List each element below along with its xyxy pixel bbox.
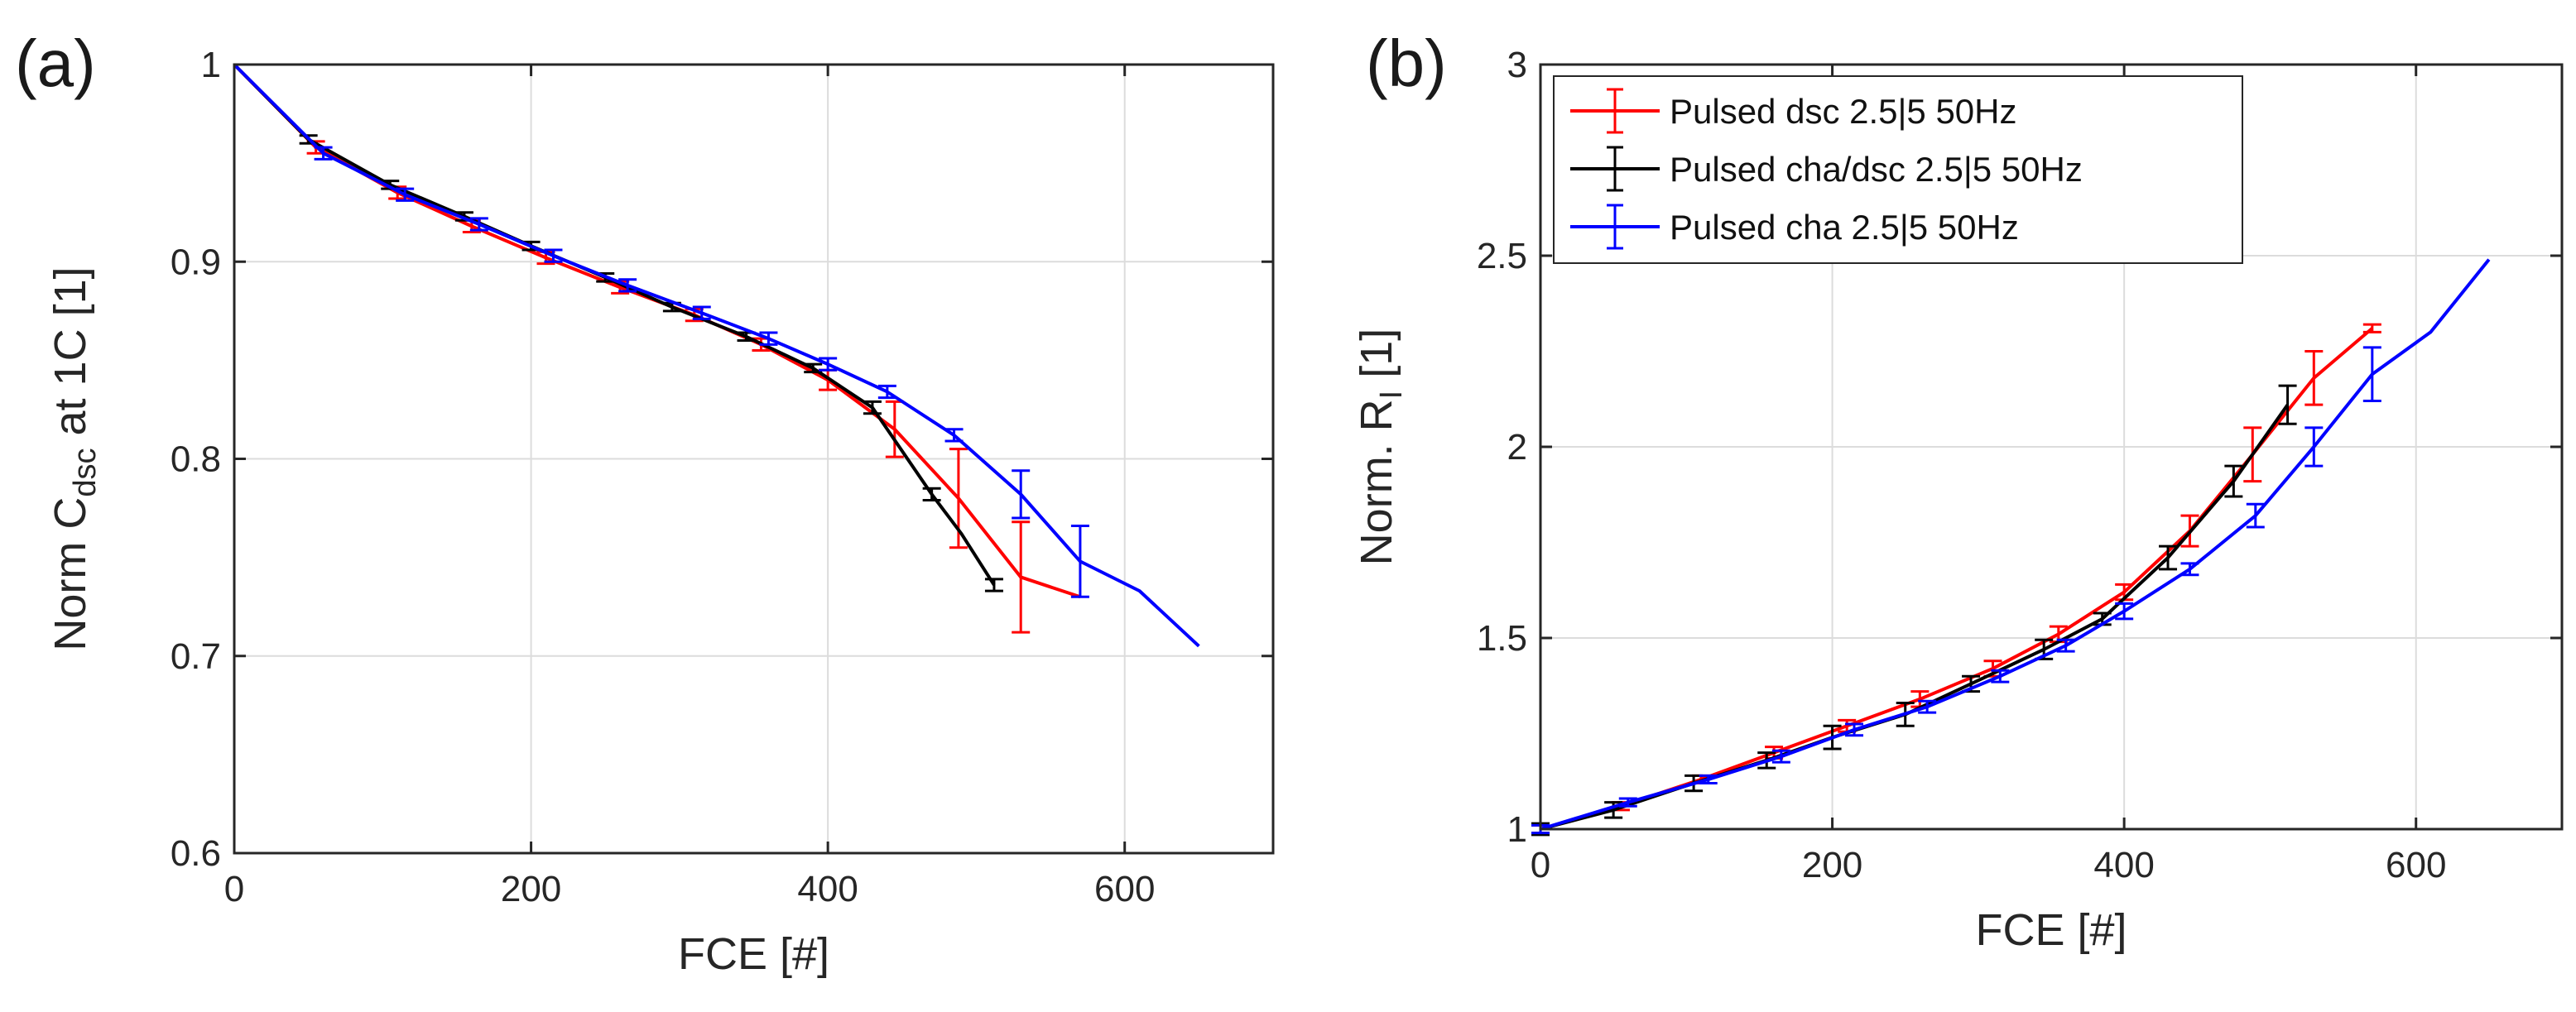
panel-a-ticks: 0 200 400 600 0.6 0.7 0.8 0.9 1 bbox=[171, 45, 1273, 909]
panel-a-series-2-errorbar-4 bbox=[544, 248, 563, 263]
panel-b-y-tick-label-4: 3 bbox=[1507, 45, 1527, 85]
panel-a-series-2-errorbar-5 bbox=[618, 278, 637, 293]
panel-a-series-1-errorbar-8 bbox=[804, 362, 823, 374]
panel-b-legend: Pulsed dsc 2.5|5 50Hz Pulsed cha/dsc 2.5|… bbox=[1553, 75, 2243, 264]
panel-b-legend-item-0-label: Pulsed dsc 2.5|5 50Hz bbox=[1670, 92, 2017, 131]
panel-b-legend-item-2-label: Pulsed cha 2.5|5 50Hz bbox=[1670, 208, 2019, 247]
panel-b-y-tick-label-0: 1 bbox=[1507, 809, 1527, 850]
panel-a-series-2-errorbar-3 bbox=[469, 217, 488, 232]
panel-b-series bbox=[1531, 258, 2491, 837]
panel-a-y-tick-label-3: 0.9 bbox=[171, 242, 221, 282]
panel-a-x-tick-label-2: 400 bbox=[797, 869, 858, 909]
panel-b-y-tick-label-2: 2 bbox=[1507, 427, 1527, 468]
panel-a-series-2-errorbar-9 bbox=[877, 384, 896, 400]
panel-a-series-2-errorbar-7 bbox=[759, 331, 778, 346]
panel-a-series-2-errorbar-12 bbox=[1070, 525, 1089, 598]
panel-b-chart: (b) 0 200 400 600 1 1.5 2 2.5 3 FCE [#] Norm. RI… bbox=[1352, 26, 2564, 955]
panel-b-y-tick-label-3: 2.5 bbox=[1477, 236, 1527, 276]
panel-b-series-1-errorbar-9 bbox=[2159, 544, 2178, 571]
panel-a-y-axis-label-rest: at 1C [1] bbox=[46, 266, 95, 448]
panel-a-series-2-errorbar-6 bbox=[692, 305, 711, 320]
panel-b-legend-item-0: Pulsed dsc 2.5|5 50Hz bbox=[1570, 88, 2017, 134]
panel-b-label: (b) bbox=[1366, 26, 1447, 100]
panel-a-x-axis-label: FCE [#] bbox=[678, 929, 829, 979]
panel-b-y-tick-label-1: 1.5 bbox=[1477, 618, 1527, 659]
panel-b-series-0-errorbar-11 bbox=[2304, 350, 2324, 406]
panel-b-y-axis-label-rest: [1] bbox=[1352, 329, 1401, 391]
panel-a-label: (a) bbox=[15, 26, 96, 100]
panel-b-x-tick-label-3: 600 bbox=[2386, 845, 2446, 885]
panel-a-series-2-errorbar-10 bbox=[944, 428, 964, 443]
panel-a-y-axis-label-sub: dsc bbox=[68, 448, 103, 496]
panel-b-series-2-errorbar-11 bbox=[2304, 426, 2324, 468]
panel-b-series-2-errorbar-8 bbox=[2115, 602, 2134, 621]
panel-a-y-axis-label: Norm Cdsc at 1C [1] bbox=[46, 266, 103, 650]
panel-b-series-1-errorbar-11 bbox=[2278, 384, 2297, 425]
panel-a-x-tick-label-0: 0 bbox=[224, 869, 244, 909]
panel-b-series-2-errorbar-6 bbox=[1991, 669, 2010, 683]
panel-b-y-axis-label: Norm. RI [1] bbox=[1352, 329, 1409, 566]
panel-b-series-2-errorbar-2 bbox=[1699, 774, 1718, 785]
panel-b-series-2 bbox=[1531, 258, 2491, 835]
panel-a-series-1-errorbar-12 bbox=[984, 578, 1003, 592]
panel-b-series-2-errorbar-5 bbox=[1918, 699, 1937, 714]
panel-b-y-axis-label-sub: I bbox=[1374, 391, 1409, 400]
panel-a-y-axis-label-main: Norm C bbox=[46, 497, 95, 651]
panel-b-legend-box bbox=[1553, 75, 2243, 264]
panel-b-series-2-errorbar-7 bbox=[2056, 638, 2075, 653]
panel-a-series-2-errorbar-1 bbox=[314, 146, 333, 161]
panel-b-ticks: 0 200 400 600 1 1.5 2 2.5 3 bbox=[1477, 45, 2562, 885]
panel-a-y-tick-label-0: 0.6 bbox=[171, 833, 221, 874]
panel-b-legend-item-1: Pulsed cha/dsc 2.5|5 50Hz bbox=[1570, 146, 2083, 192]
panel-a-series-2-errorbar-2 bbox=[396, 187, 415, 202]
panel-b-series-2-errorbar-3 bbox=[1771, 749, 1790, 764]
panel-a-x-tick-label-1: 200 bbox=[501, 869, 561, 909]
panel-a-series-0-errorbar-11 bbox=[1012, 520, 1031, 634]
panel-b-y-axis-label-main: Norm. R bbox=[1352, 399, 1401, 565]
panel-a-series-1-errorbar-10 bbox=[922, 487, 941, 502]
panel-b-series-2-errorbar-9 bbox=[2180, 562, 2199, 577]
panel-a-series-2-errorbar-8 bbox=[819, 357, 838, 372]
panel-a-y-tick-label-1: 0.7 bbox=[171, 636, 221, 677]
panel-b-series-1-errorbar-10 bbox=[2224, 464, 2243, 498]
panel-a-chart: (a) 0 200 400 600 0.6 0.7 0.8 0.9 1 FCE [#] Norm… bbox=[15, 26, 1275, 979]
panel-b-x-tick-label-0: 0 bbox=[1531, 845, 1550, 885]
panel-a-y-tick-label-2: 0.8 bbox=[171, 439, 221, 480]
panel-b-series-0-errorbar-12 bbox=[2362, 323, 2381, 333]
panel-b-series-2-errorbar-10 bbox=[2246, 502, 2265, 529]
panel-b-legend-item-2: Pulsed cha 2.5|5 50Hz bbox=[1570, 204, 2019, 250]
panel-b-series-2-errorbar-1 bbox=[1618, 797, 1637, 808]
panel-b-series-1-errorbar-1 bbox=[1604, 801, 1623, 819]
panel-b-x-axis-label: FCE [#] bbox=[1975, 905, 2127, 955]
panel-b-legend-item-1-label: Pulsed cha/dsc 2.5|5 50Hz bbox=[1670, 150, 2083, 189]
panel-a-series-1-errorbar-9 bbox=[863, 400, 882, 415]
panel-b-x-tick-label-1: 200 bbox=[1802, 845, 1862, 885]
panel-b-x-tick-label-2: 400 bbox=[2093, 845, 2154, 885]
panel-a-series-2-errorbar-11 bbox=[1012, 469, 1031, 520]
panel-a-x-tick-label-3: 600 bbox=[1094, 869, 1155, 909]
panel-a-grid bbox=[234, 65, 1273, 853]
panel-a-y-tick-label-4: 1 bbox=[201, 45, 221, 85]
panel-a-series-2 bbox=[233, 63, 1200, 648]
panel-b-series-2-errorbar-12 bbox=[2362, 346, 2381, 403]
panel-a-series bbox=[233, 63, 1200, 648]
panel-b-series-2-errorbar-4 bbox=[1845, 722, 1864, 737]
